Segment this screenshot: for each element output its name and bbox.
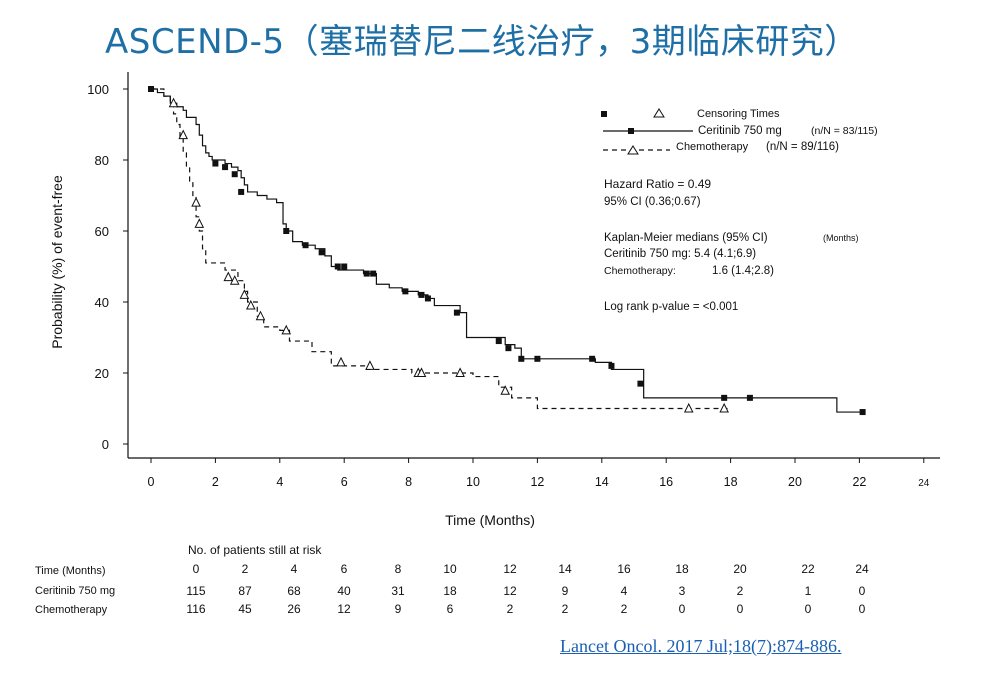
censor-marker-chemotherapy xyxy=(194,218,205,228)
x-ticks: 0 2 4 6 8 10 12 14 16 18 20 22 24 xyxy=(148,458,930,489)
censor-marker-chemotherapy xyxy=(416,367,427,377)
y-tick-label: 40 xyxy=(95,295,109,310)
censor-marker-ceritinib xyxy=(238,188,245,195)
censor-marker-ceritinib xyxy=(495,338,502,345)
legend-censor-square-icon xyxy=(601,111,607,117)
censor-marker-ceritinib xyxy=(341,263,348,270)
x-axis-label: Time (Months) xyxy=(445,512,535,528)
x-tick-label: 2 xyxy=(212,475,219,489)
x-tick-label: 22 xyxy=(852,475,866,489)
censor-marker-ceritinib xyxy=(424,295,431,302)
censor-marker-ceritinib xyxy=(859,409,866,416)
censor-marker-ceritinib xyxy=(721,394,728,401)
censor-marker-chemotherapy xyxy=(223,271,234,282)
censor-marker-chemotherapy xyxy=(719,402,729,413)
censor-marker-chemotherapy xyxy=(365,360,375,370)
censor-marker-ceritinib xyxy=(318,249,325,256)
censor-marker-chemotherapy xyxy=(500,385,511,395)
censor-marker-ceritinib xyxy=(418,291,425,298)
censor-marker-ceritinib xyxy=(534,355,541,362)
y-tick-label: 80 xyxy=(95,153,109,168)
y-ticks: 0 20 40 60 80 100 xyxy=(87,82,128,452)
censor-marker-chemotherapy xyxy=(246,299,256,310)
censor-marker-ceritinib xyxy=(370,270,377,277)
censor-marker-ceritinib xyxy=(212,160,219,167)
censor-marker-ceritinib xyxy=(637,380,644,387)
x-tick-label: 12 xyxy=(530,475,544,489)
x-tick-label: 10 xyxy=(466,475,480,489)
citation-link[interactable]: Lancet Oncol. 2017 Jul;18(7):874-886. xyxy=(560,636,842,656)
legend-ceritinib-count: (n/N = 83/115) xyxy=(811,125,878,137)
x-tick-label: 6 xyxy=(341,475,348,489)
legend-censor-title: Censoring Times xyxy=(697,108,780,120)
censor-marker-ceritinib xyxy=(231,171,238,178)
censor-marker-chemotherapy xyxy=(255,310,266,321)
legend-censor-triangle-icon xyxy=(653,108,665,118)
censor-marker-chemotherapy xyxy=(455,367,465,377)
censor-marker-chemotherapy xyxy=(229,275,240,285)
log-rank-p-value: Log rank p-value = <0.001 xyxy=(604,301,738,313)
slide-title: ASCEND-5（塞瑞替尼二线治疗，3期临床研究） xyxy=(105,22,859,62)
chart-legend: Censoring Times Ceritinib 750 mg (n/N = … xyxy=(601,108,878,155)
censor-marker-ceritinib xyxy=(334,263,341,270)
censor-marker-chemotherapy xyxy=(281,324,292,335)
series-line-ceritinib xyxy=(151,88,863,413)
plot-series xyxy=(148,86,866,416)
legend-chemo-marker-icon xyxy=(627,145,639,155)
censor-marker-ceritinib xyxy=(222,164,229,171)
censor-marker-ceritinib xyxy=(505,345,512,352)
x-tick-label: 14 xyxy=(595,475,609,489)
legend-chemo-label: Chemotherapy xyxy=(676,141,749,153)
censor-marker-chemotherapy xyxy=(239,289,250,299)
censor-marker-chemotherapy xyxy=(191,196,201,207)
censor-marker-ceritinib xyxy=(453,309,460,316)
censor-marker-chemotherapy xyxy=(178,129,189,140)
y-axis-label: Probability (%) of event-free xyxy=(49,175,65,349)
km-medians-heading: Kaplan-Meier medians (95% CI) xyxy=(604,232,768,244)
y-tick-label: 0 xyxy=(102,437,109,452)
y-tick-label: 20 xyxy=(95,366,109,381)
censor-marker-ceritinib xyxy=(283,228,290,234)
censor-marker-ceritinib xyxy=(363,270,370,277)
x-tick-label: 8 xyxy=(405,475,412,489)
x-tick-label: 16 xyxy=(659,475,673,489)
censor-marker-ceritinib xyxy=(302,242,309,249)
censor-marker-chemotherapy xyxy=(168,97,179,108)
censor-marker-ceritinib xyxy=(608,362,615,369)
confidence-interval-text: 95% CI (0.36;0.67) xyxy=(604,196,701,208)
x-tick-label: 24 xyxy=(918,478,930,489)
chart-annotations: Hazard Ratio = 0.49 95% CI (0.36;0.67) K… xyxy=(604,177,859,313)
km-medians-unit: (Months) xyxy=(823,233,859,243)
y-tick-label: 100 xyxy=(87,82,109,97)
x-tick-label: 0 xyxy=(148,475,155,489)
censor-marker-ceritinib xyxy=(746,394,753,401)
km-chemo-median: 1.6 (1.4;2.8) xyxy=(712,265,774,277)
x-tick-label: 4 xyxy=(276,475,283,489)
censor-marker-ceritinib xyxy=(518,355,525,362)
censor-marker-chemotherapy xyxy=(336,356,346,367)
y-tick-label: 60 xyxy=(95,224,109,239)
legend-ceritinib-marker-icon xyxy=(628,128,634,134)
legend-ceritinib-label: Ceritinib 750 mg xyxy=(698,125,782,137)
censor-marker-ceritinib xyxy=(402,288,409,295)
km-chemo-label: Chemotherapy: xyxy=(604,265,676,277)
legend-chemo-count: (n/N = 89/116) xyxy=(766,141,839,153)
km-ceritinib-median: Ceritinib 750 mg: 5.4 (4.1;6.9) xyxy=(604,248,756,260)
x-tick-label: 20 xyxy=(788,475,802,489)
censor-marker-chemotherapy xyxy=(683,402,694,413)
censor-marker-ceritinib xyxy=(589,355,596,362)
hazard-ratio-text: Hazard Ratio = 0.49 xyxy=(604,177,711,191)
x-tick-label: 18 xyxy=(724,475,738,489)
